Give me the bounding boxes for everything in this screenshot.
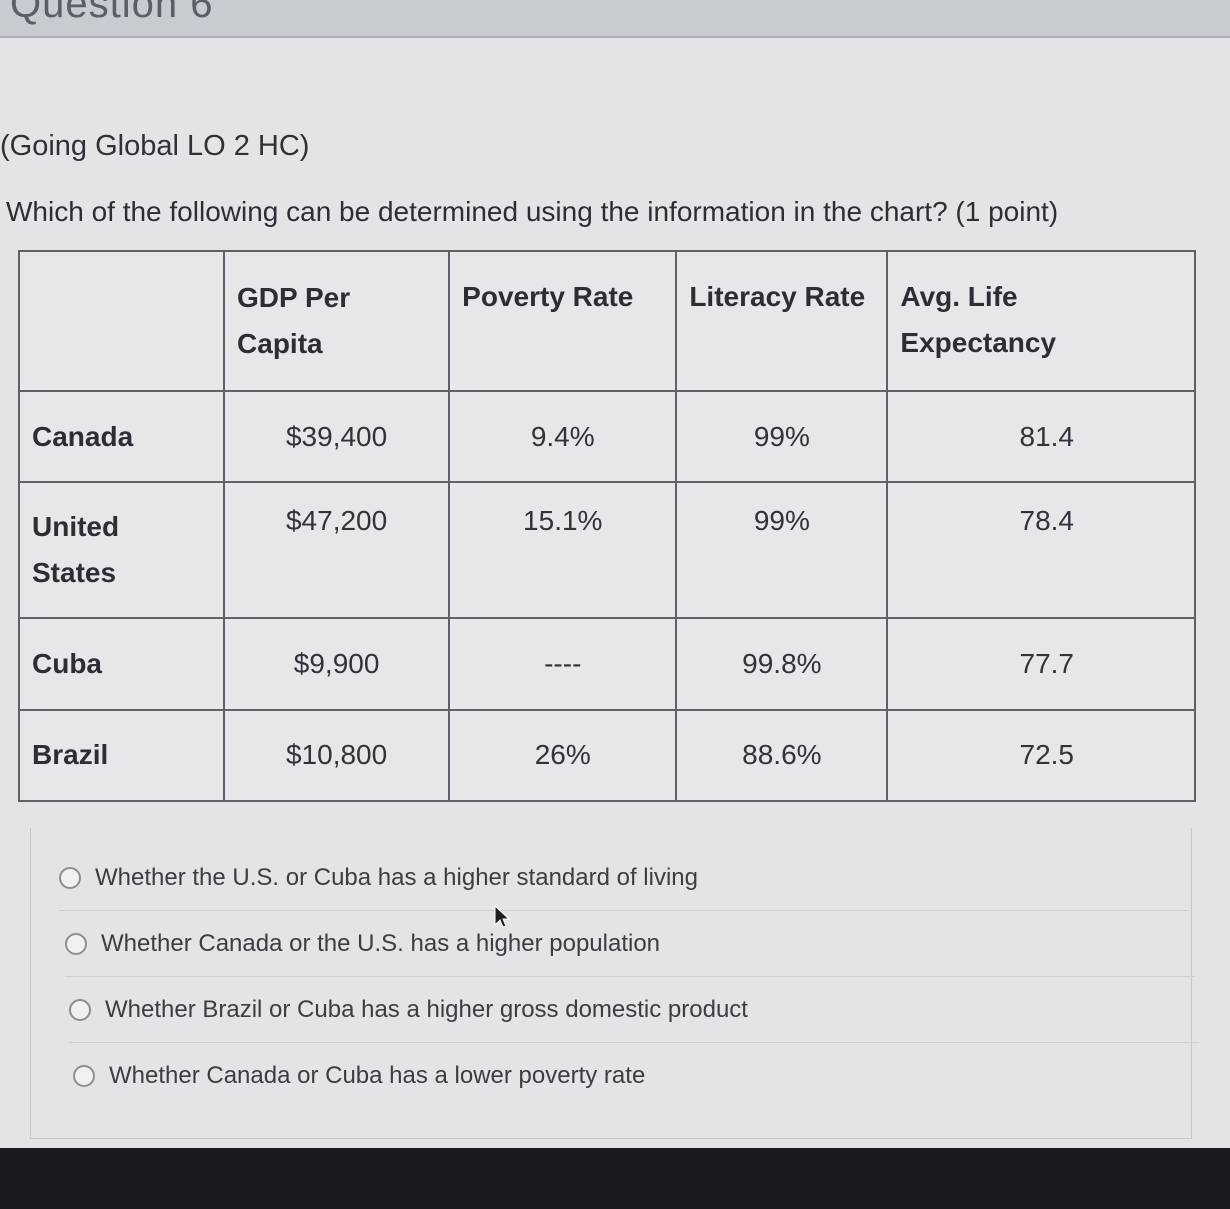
question-panel: (Going Global LO 2 HC) Which of the foll… (0, 38, 1230, 1148)
question-text: Which of the following can be determined… (6, 196, 1059, 227)
radio-button[interactable] (73, 1065, 95, 1087)
question-tag: (Going Global LO 2 HC) (0, 130, 310, 162)
cell-poverty: ---- (448, 617, 678, 711)
cell-poverty: 9.4% (448, 390, 678, 484)
row-country: Canada (17, 390, 226, 484)
cell-literacy: 99.8% (675, 617, 889, 711)
answer-option-label: Whether the U.S. or Cuba has a higher st… (95, 864, 698, 891)
answer-option[interactable]: Whether Canada or the U.S. has a higher … (65, 912, 1195, 977)
screen-bezel (0, 1148, 1230, 1209)
table-row: Cuba $9,900 ---- 99.8% 77.7 (17, 617, 1196, 711)
radio-button[interactable] (59, 867, 81, 889)
answer-options: Whether the U.S. or Cuba has a higher st… (30, 828, 1199, 1139)
header-life-label: Avg. Life Expectancy (900, 281, 1057, 358)
cell-life: 77.7 (886, 617, 1196, 711)
table-row: United States $47,200 15.1% 99% 78.4 (17, 481, 1196, 620)
answer-option[interactable]: Whether the U.S. or Cuba has a higher st… (59, 846, 1189, 911)
cell-literacy: 99% (675, 390, 889, 484)
data-table: GDP Per Capita Poverty Rate Literacy Rat… (17, 249, 1196, 803)
table-header-row: GDP Per Capita Poverty Rate Literacy Rat… (17, 249, 1196, 393)
header-literacy: Literacy Rate (675, 249, 889, 393)
cell-literacy: 88.6% (675, 708, 889, 803)
row-country: United States (17, 481, 226, 620)
row-country: Cuba (17, 617, 226, 711)
answer-option[interactable]: Whether Brazil or Cuba has a higher gros… (69, 978, 1199, 1043)
cell-life: 72.5 (886, 708, 1196, 803)
cell-gdp: $39,400 (223, 390, 451, 484)
cell-life: 81.4 (886, 390, 1196, 484)
row-country: Brazil (17, 708, 226, 803)
radio-button[interactable] (65, 933, 87, 955)
cell-gdp: $9,900 (223, 617, 451, 711)
table-row: Canada $39,400 9.4% 99% 81.4 (17, 390, 1196, 484)
radio-button[interactable] (69, 999, 91, 1021)
header-poverty: Poverty Rate (448, 249, 678, 393)
cell-life: 78.4 (886, 481, 1196, 620)
header-life: Avg. Life Expectancy (886, 249, 1196, 393)
cell-gdp: $10,800 (223, 708, 451, 803)
header-empty (17, 249, 226, 393)
cell-poverty: 15.1% (448, 481, 678, 620)
top-bar: Question 6 (0, 0, 1230, 38)
cell-poverty: 26% (448, 708, 678, 803)
partial-question-heading: Question 6 (10, 0, 214, 26)
answer-option-label: Whether Brazil or Cuba has a higher gros… (105, 996, 748, 1023)
answer-option[interactable]: Whether Canada or Cuba has a lower pover… (73, 1044, 1203, 1108)
cell-gdp: $47,200 (223, 481, 451, 620)
row-country-label: United States (32, 511, 120, 589)
answer-option-label: Whether Canada or Cuba has a lower pover… (109, 1062, 646, 1089)
answer-option-label: Whether Canada or the U.S. has a higher … (101, 930, 661, 957)
table-row: Brazil $10,800 26% 88.6% 72.5 (17, 708, 1196, 803)
mouse-cursor-icon (494, 905, 511, 928)
cell-literacy: 99% (675, 481, 889, 620)
header-gdp-label: GDP Per Capita (237, 282, 351, 360)
header-gdp: GDP Per Capita (223, 249, 451, 393)
